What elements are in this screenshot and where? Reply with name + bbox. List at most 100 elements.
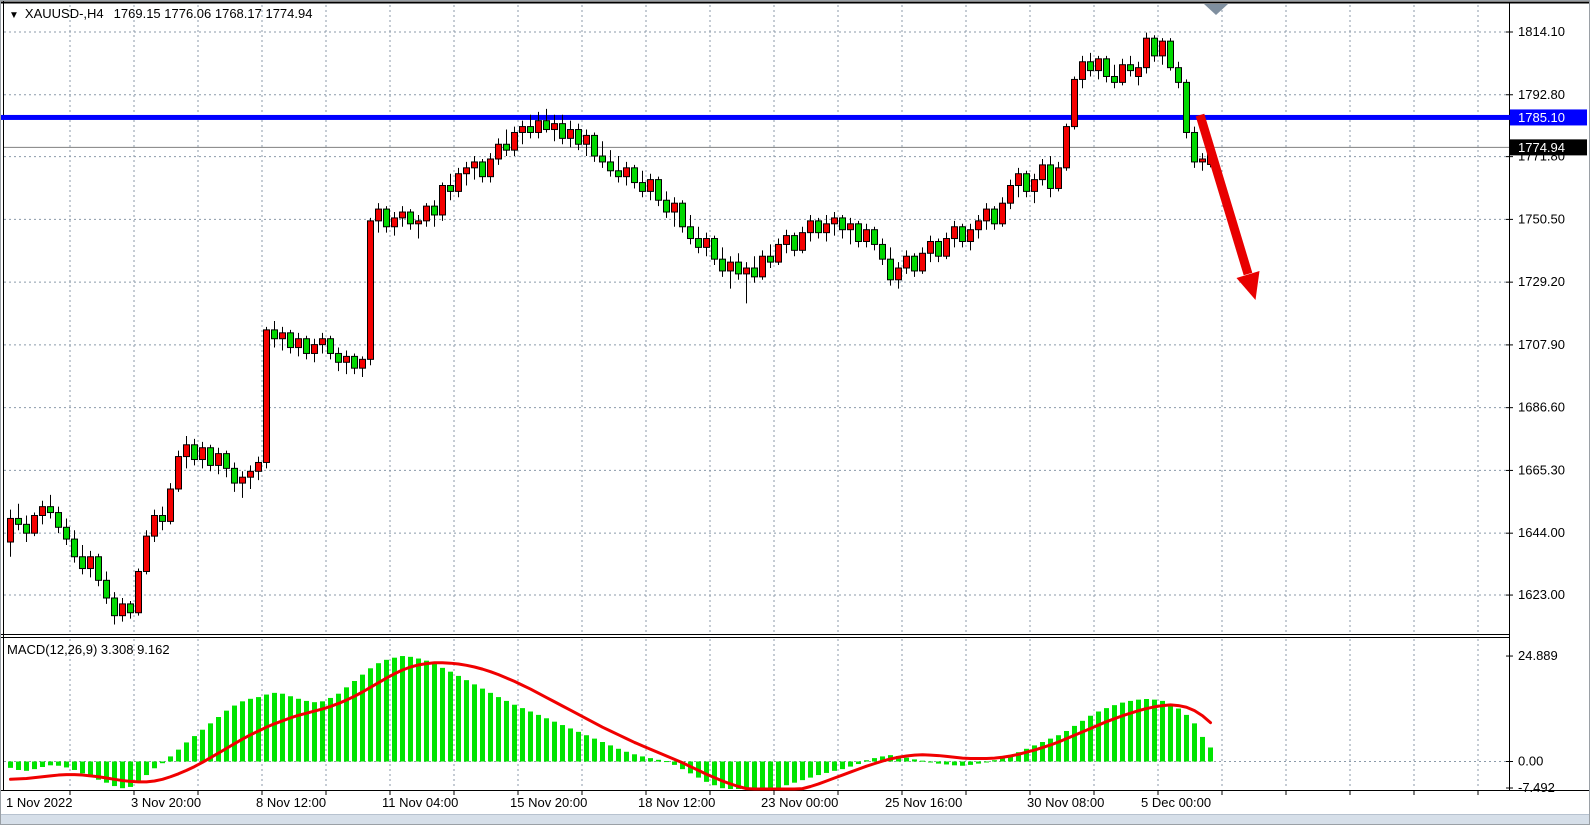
candle [487, 158, 494, 178]
candle [783, 235, 790, 245]
candle [359, 358, 366, 369]
candle [543, 120, 550, 131]
price-tick-label: 1623.00 [1518, 587, 1565, 602]
axis-labels[interactable]: 1814.101792.801771.801750.501729.201707.… [6, 24, 1565, 810]
candle [895, 267, 902, 281]
candle [479, 161, 486, 178]
candle [391, 217, 398, 228]
candle [231, 467, 238, 484]
candle [743, 267, 750, 275]
time-tick-label: 23 Nov 00:00 [761, 795, 838, 810]
candle [671, 202, 678, 213]
candle [135, 570, 142, 614]
time-tick-label: 5 Dec 00:00 [1141, 795, 1211, 810]
candle [919, 252, 926, 272]
blue-line-price-tag: 1785.10 [1518, 110, 1565, 125]
candle [1143, 37, 1150, 69]
candle [911, 255, 918, 272]
candle [959, 226, 966, 242]
candle [679, 202, 686, 228]
symbol-dropdown-icon[interactable]: ▼ [9, 10, 19, 21]
candle [383, 208, 390, 228]
candle [727, 261, 734, 272]
candle [791, 235, 798, 251]
candle [1095, 58, 1102, 72]
candle [455, 173, 462, 192]
candle [439, 185, 446, 216]
candle [47, 506, 54, 514]
candle [175, 456, 182, 490]
candle [447, 185, 454, 192]
price-tick-label: 1644.00 [1518, 525, 1565, 540]
candle [1071, 78, 1078, 128]
time-tick-label: 18 Nov 12:00 [638, 795, 715, 810]
top-triangle-marker[interactable] [1204, 4, 1228, 15]
candle [1047, 164, 1054, 189]
gridlines [4, 5, 1509, 789]
horizontal-blue-line[interactable] [1, 114, 1510, 120]
candle [111, 597, 118, 617]
macd-label: MACD(12,26,9) 3.308 9.162 [7, 642, 170, 657]
candle [1007, 185, 1014, 204]
candle [159, 515, 166, 522]
candle [519, 126, 526, 133]
candle [143, 535, 150, 572]
candle [647, 179, 654, 192]
candle [999, 202, 1006, 225]
candle [255, 461, 262, 472]
candle [415, 220, 422, 225]
candle [943, 238, 950, 257]
candle [719, 258, 726, 272]
candle [871, 229, 878, 245]
macd-tick-label: 0.00 [1518, 754, 1543, 769]
candle [751, 267, 758, 278]
candle [855, 223, 862, 242]
candle [351, 355, 358, 369]
candle [1175, 67, 1182, 83]
candle [295, 338, 302, 349]
candle [1151, 37, 1158, 57]
candle [831, 217, 838, 225]
time-tick-label: 1 Nov 2022 [6, 795, 73, 810]
candle [55, 512, 62, 528]
candle [927, 240, 934, 254]
candle [1079, 61, 1086, 80]
candle [407, 211, 414, 225]
candle [343, 355, 350, 363]
macd-indicator [8, 656, 1213, 791]
red-arrow-annotation[interactable] [1195, 113, 1260, 300]
candle [799, 232, 806, 251]
bottom-status-strip [1, 814, 1589, 824]
candle [151, 515, 158, 537]
candle [471, 161, 478, 169]
candle [1111, 75, 1118, 83]
candle [1119, 64, 1126, 83]
candle [431, 205, 438, 216]
candle [71, 538, 78, 558]
candle [759, 255, 766, 278]
candle [815, 220, 822, 234]
candle [847, 223, 854, 231]
candle [607, 161, 614, 172]
candle [935, 240, 942, 257]
price-tick-label: 1707.90 [1518, 337, 1565, 352]
candle [1127, 64, 1134, 72]
candle [711, 238, 718, 260]
candle [119, 603, 126, 617]
candle [967, 229, 974, 242]
candle [951, 226, 958, 240]
candle [535, 120, 542, 133]
candle [367, 220, 374, 360]
candle [239, 476, 246, 484]
candle [207, 447, 214, 466]
candle [399, 211, 406, 219]
candle [735, 261, 742, 275]
candle [263, 329, 270, 463]
candle [1159, 40, 1166, 57]
candle [879, 243, 886, 260]
candle [663, 199, 670, 213]
price-tick-label: 1665.30 [1518, 462, 1565, 477]
